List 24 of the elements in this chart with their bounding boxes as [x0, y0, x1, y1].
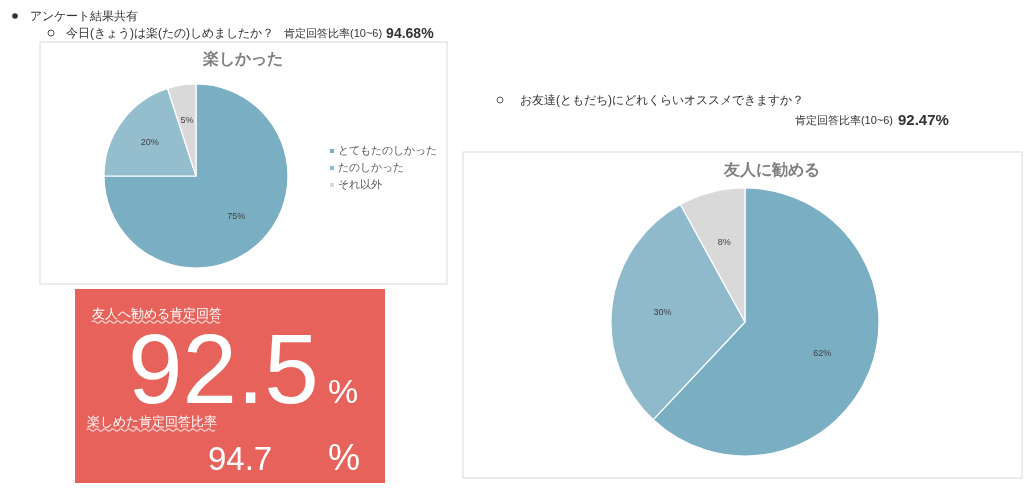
- data-label: 75%: [227, 211, 246, 222]
- chart-title: 楽しかった: [202, 50, 283, 67]
- chart-title: 友人に勧める: [723, 161, 820, 178]
- text: 楽しめた肯定回答比率: [87, 414, 217, 429]
- data-label: 5%: [180, 114, 194, 125]
- legend-label: とてもたのしかった: [338, 144, 437, 156]
- text: 友人へ勧める肯定回答: [92, 306, 222, 321]
- text: 94.7: [208, 440, 273, 477]
- data-label: 20%: [140, 137, 159, 148]
- text: 肯定回答比率(10~6): [794, 114, 893, 126]
- text: %: [328, 372, 359, 410]
- text: 今日(きょう)は楽(たの)しめましたか？: [66, 26, 274, 40]
- data-label: 30%: [653, 306, 672, 317]
- text: お友達(ともだち)にどれくらいオススメできますか？: [520, 93, 804, 107]
- text: 92.47%: [898, 111, 949, 128]
- pie-slice: [103, 83, 289, 269]
- data-label: 8%: [717, 236, 731, 247]
- text: アンケート結果共有: [30, 9, 138, 23]
- data-label: 62%: [813, 347, 832, 358]
- text: 94.68%: [386, 25, 435, 41]
- legend-label: たのしかった: [338, 161, 404, 173]
- text: 肯定回答比率(10~6): [283, 27, 383, 39]
- legend-label: それ以外: [338, 178, 382, 190]
- text: %: [328, 437, 361, 478]
